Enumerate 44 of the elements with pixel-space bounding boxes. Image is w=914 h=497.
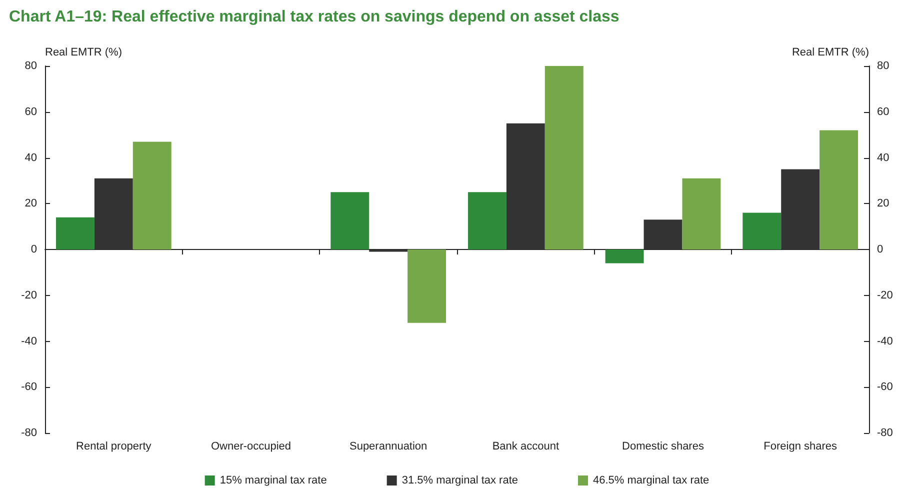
bar <box>330 192 370 250</box>
y-tick-label: 20 <box>24 198 37 210</box>
y2-tick-label: 0 <box>877 244 884 256</box>
bar <box>781 169 820 250</box>
y2-axis-title: Real EMTR (%) <box>792 46 869 58</box>
bar <box>132 142 172 250</box>
bar <box>408 250 446 323</box>
y2-tick-label: 40 <box>877 152 890 164</box>
x-tick-label: Bank account <box>492 440 559 452</box>
y2-tick-label: 60 <box>877 106 890 118</box>
bar <box>605 250 644 264</box>
x-tick-label: Rental property <box>76 440 152 452</box>
legend-label: 31.5% marginal tax rate <box>402 474 518 486</box>
x-tick-label: Superannuation <box>349 440 428 452</box>
y-tick-label: 60 <box>24 106 37 118</box>
x-tick-label: Foreign shares <box>764 440 838 452</box>
y2-tick-label: -80 <box>877 427 893 439</box>
chart-title: Chart A1–19: Real effective marginal tax rates on savings depend on asset class <box>9 8 620 26</box>
y-tick-label: -80 <box>21 427 37 439</box>
y-tick-label: -20 <box>21 289 37 302</box>
y2-tick-label: 80 <box>877 60 890 72</box>
y2-tick-label: -40 <box>877 335 893 348</box>
bar <box>644 220 682 250</box>
bar <box>820 130 858 250</box>
y-tick-label: 40 <box>24 152 37 164</box>
y2-tick-label: -60 <box>877 381 893 394</box>
bar <box>56 217 94 250</box>
y2-tick-label: -20 <box>877 289 893 302</box>
y-tick-label: 0 <box>30 244 37 256</box>
bar <box>468 192 506 250</box>
bar <box>682 178 721 250</box>
y-axis-title: Real EMTR (%) <box>45 46 122 58</box>
y-tick-label: 80 <box>24 60 37 72</box>
bar <box>94 178 133 250</box>
bar <box>506 123 545 250</box>
legend-label: 46.5% marginal tax rate <box>593 474 710 486</box>
y-tick-label: -60 <box>21 381 37 394</box>
x-tick-label: Owner-occupied <box>210 440 292 452</box>
x-tick-label: Domestic shares <box>622 440 704 452</box>
bar <box>742 212 782 250</box>
y2-tick-label: 20 <box>877 198 890 210</box>
bar <box>544 66 584 250</box>
y-tick-label: -40 <box>21 335 37 348</box>
legend-label: 15% marginal tax rate <box>220 474 327 486</box>
